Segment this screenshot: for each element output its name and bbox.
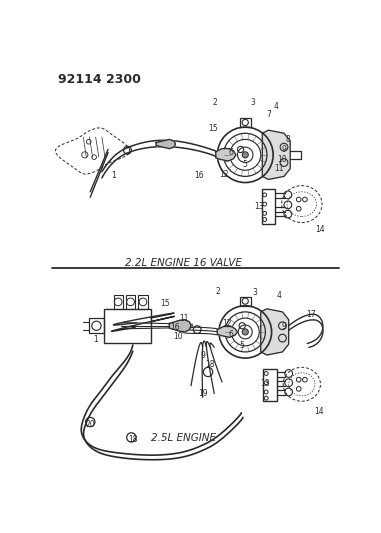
Text: 3: 3	[251, 98, 255, 107]
Text: 13: 13	[260, 379, 269, 388]
Text: 92114 2300: 92114 2300	[58, 73, 141, 86]
Text: 2: 2	[216, 287, 221, 296]
Text: 6: 6	[229, 148, 234, 157]
Text: 16: 16	[171, 323, 180, 332]
Polygon shape	[169, 320, 191, 332]
Text: 10: 10	[277, 155, 287, 164]
Bar	[240, 296, 251, 306]
Circle shape	[242, 329, 248, 335]
Bar	[126, 295, 135, 309]
Bar	[138, 295, 147, 309]
Bar	[104, 309, 151, 343]
Text: 2.2L ENGINE 16 VALVE: 2.2L ENGINE 16 VALVE	[125, 257, 242, 268]
Text: 2.5L ENGINE: 2.5L ENGINE	[151, 433, 216, 443]
Text: 19: 19	[198, 389, 207, 398]
Text: 1: 1	[111, 171, 116, 180]
Text: 17: 17	[306, 310, 316, 319]
Bar	[240, 118, 251, 127]
Text: 15: 15	[208, 124, 218, 133]
Bar	[263, 369, 277, 401]
Text: 13: 13	[255, 202, 264, 211]
Text: 9: 9	[200, 351, 205, 360]
Circle shape	[242, 152, 248, 158]
Polygon shape	[216, 149, 236, 161]
Text: 2: 2	[213, 98, 218, 107]
Text: 8: 8	[285, 135, 290, 144]
Text: 4: 4	[274, 102, 279, 111]
Text: 1: 1	[93, 335, 98, 344]
Text: 16: 16	[194, 171, 203, 180]
Text: 10: 10	[173, 332, 182, 341]
Text: 14: 14	[314, 407, 324, 416]
Text: 6: 6	[229, 330, 234, 339]
Text: 9: 9	[282, 322, 287, 331]
Polygon shape	[262, 130, 290, 180]
Text: 9: 9	[282, 145, 287, 154]
Bar	[89, 318, 104, 334]
Text: 12: 12	[223, 319, 232, 328]
Bar	[261, 189, 275, 224]
Text: 14: 14	[315, 225, 325, 234]
Text: 5: 5	[239, 341, 244, 350]
Text: 12: 12	[219, 169, 229, 179]
Text: 15: 15	[161, 299, 170, 308]
Text: 11: 11	[274, 164, 283, 173]
Text: 18: 18	[128, 435, 138, 444]
Text: 5: 5	[243, 159, 248, 168]
Polygon shape	[217, 327, 237, 337]
Text: 20: 20	[85, 420, 95, 429]
Text: 4: 4	[276, 291, 281, 300]
Text: 3: 3	[253, 288, 258, 297]
Bar	[114, 295, 123, 309]
Text: 11: 11	[179, 313, 189, 322]
Text: 18: 18	[206, 360, 215, 369]
Text: 7: 7	[266, 110, 271, 119]
Polygon shape	[156, 140, 176, 149]
Polygon shape	[261, 309, 289, 355]
